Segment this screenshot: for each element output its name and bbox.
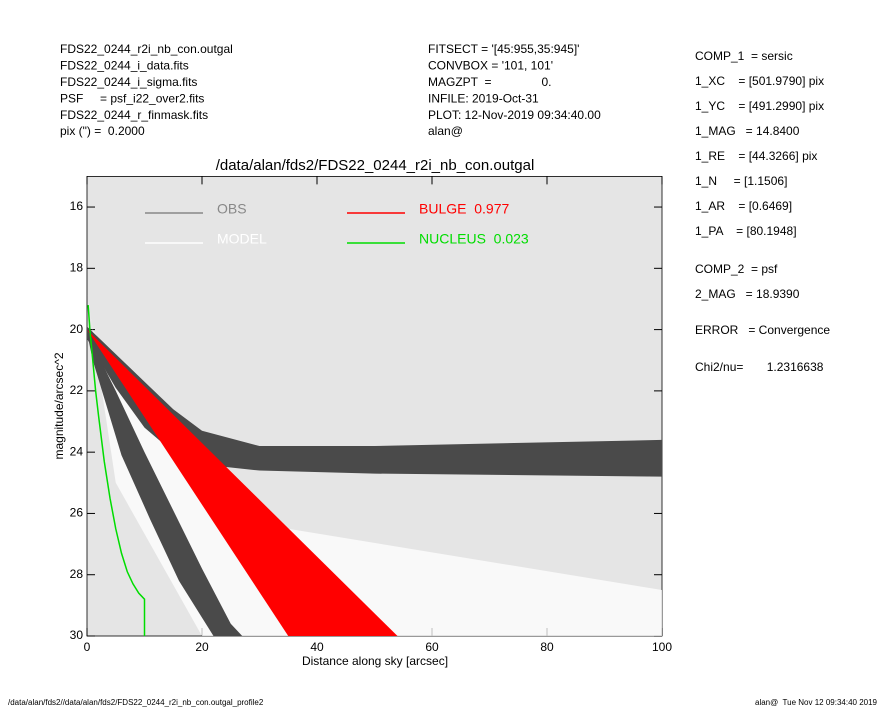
header-text: FDS22_0244_r_finmask.fits (60, 108, 208, 122)
header-text: INFILE: 2019-Oct-31 (428, 91, 539, 105)
fit-parameter: ERROR = Convergence (695, 323, 830, 337)
chart-title: /data/alan/fds2/FDS22_0244_r2i_nb_con.ou… (216, 157, 535, 174)
profile-region (87, 326, 662, 477)
header-text: PLOT: 12-Nov-2019 09:34:40.00 (428, 108, 601, 122)
header-text: MAGZPT = 0. (428, 75, 551, 89)
x-tick-label: 80 (540, 640, 554, 654)
fit-parameter: Chi2/nu= 1.2316638 (695, 360, 824, 374)
profile-region (87, 292, 662, 636)
header-text: FDS22_0244_i_sigma.fits (60, 75, 197, 89)
fit-parameter: 1_MAG = 14.8400 (695, 124, 800, 138)
header-text: FDS22_0244_i_data.fits (60, 59, 189, 73)
footer-right: alan@ Tue Nov 12 09:34:40 2019 (755, 698, 878, 707)
y-tick-label: 26 (70, 506, 84, 520)
profile-region (87, 329, 398, 636)
legend-label: BULGE 0.977 (419, 201, 509, 217)
header-text: CONVBOX = '101, 101' (428, 59, 553, 73)
fit-parameter: 1_YC = [491.2990] pix (695, 99, 824, 113)
y-tick-label: 20 (70, 322, 84, 336)
x-tick-label: 0 (84, 640, 91, 654)
y-tick-label: 28 (70, 567, 84, 581)
fit-parameter: 1_RE = [44.3266] pix (695, 149, 817, 163)
y-axis-label: magnitude/arcsec^2 (52, 352, 66, 459)
y-tick-label: 22 (70, 383, 84, 397)
profile-line (87, 305, 146, 636)
header-text: alan@ (428, 124, 463, 138)
legend-label: MODEL (217, 231, 267, 247)
y-tick-label: 30 (70, 628, 84, 642)
y-tick-label: 24 (70, 444, 84, 458)
header-text: FITSECT = '[45:955,35:945]' (428, 42, 579, 56)
fit-parameter: 2_MAG = 18.9390 (695, 287, 800, 301)
legend-label: NUCLEUS 0.023 (419, 231, 529, 247)
fit-parameter: 1_AR = [0.6469] (695, 199, 792, 213)
fit-parameter: COMP_2 = psf (695, 262, 778, 276)
x-axis-label: Distance along sky [arcsec] (302, 654, 448, 668)
header-text: PSF = psf_i22_over2.fits (60, 91, 204, 105)
footer-left: /data/alan/fds2//data/alan/fds2/FDS22_02… (8, 698, 264, 707)
x-tick-label: 60 (425, 640, 439, 654)
fit-parameter: COMP_1 = sersic (695, 49, 793, 63)
fit-parameter: 1_XC = [501.9790] pix (695, 74, 824, 88)
header-text: pix (") = 0.2000 (60, 124, 145, 138)
x-tick-label: 100 (652, 640, 672, 654)
y-tick-label: 16 (70, 199, 84, 213)
x-tick-label: 40 (310, 640, 324, 654)
header-text: FDS22_0244_r2i_nb_con.outgal (60, 42, 233, 56)
legend-label: OBS (217, 201, 247, 217)
fit-parameter: 1_N = [1.1506] (695, 174, 787, 188)
y-tick-label: 18 (70, 260, 84, 274)
x-tick-label: 20 (195, 640, 209, 654)
fit-parameter: 1_PA = [80.1948] (695, 224, 797, 238)
